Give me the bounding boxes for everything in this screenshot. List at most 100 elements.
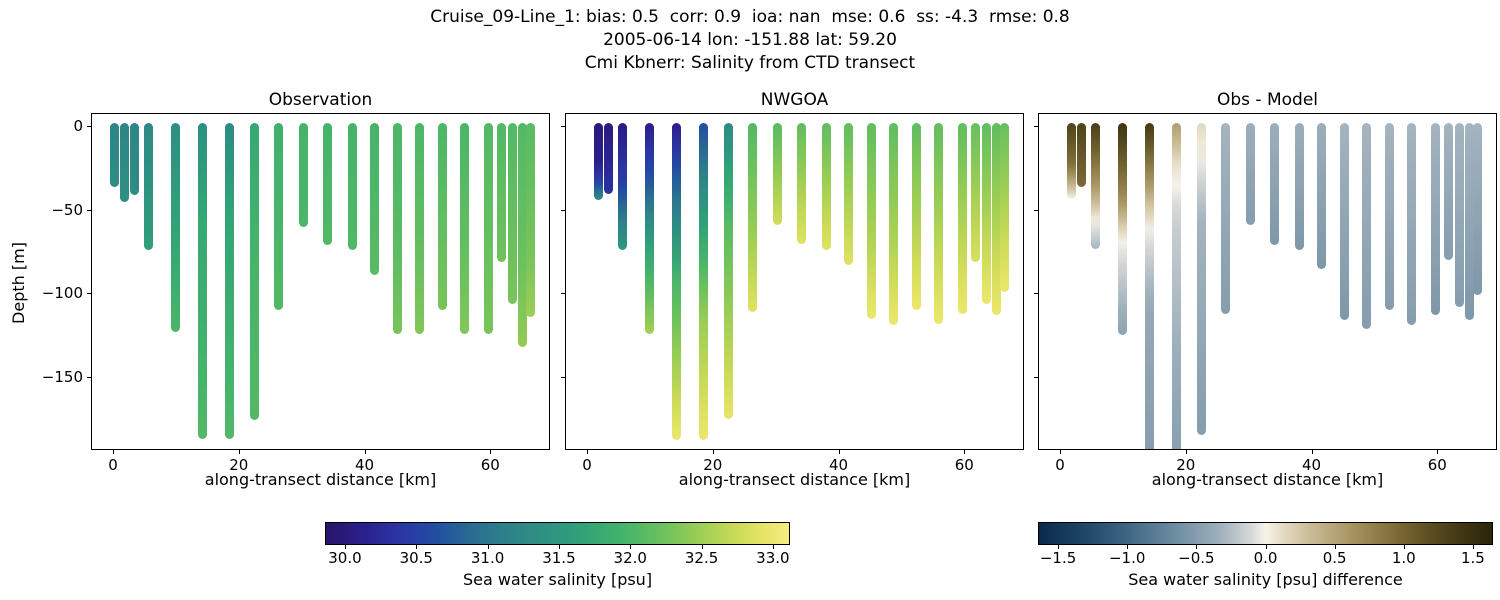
ctd-cast-bar: [1091, 122, 1101, 249]
ctd-cast-bar: [198, 122, 208, 439]
colorbar-tick-label: 31.0: [470, 549, 505, 567]
axes-nwgoa: [565, 113, 1024, 450]
x-tick-label: 0: [582, 456, 592, 474]
ctd-cast-bar: [1464, 122, 1474, 321]
ctd-cast-bar: [347, 122, 357, 251]
ctd-cast-bar: [393, 122, 403, 334]
y-tick-mark: [561, 209, 565, 211]
ctd-cast-bar: [934, 122, 944, 324]
ctd-cast-bar: [970, 122, 980, 262]
ctd-cast-bar: [144, 122, 154, 251]
y-tick-mark: [1034, 209, 1038, 211]
x-tick-mark: [490, 450, 492, 454]
ctd-cast-bar: [747, 122, 757, 313]
ctd-cast-bar: [525, 122, 535, 318]
ctd-cast-bar: [1443, 122, 1453, 261]
x-tick-label: 20: [703, 456, 723, 474]
y-tick-mark: [87, 293, 91, 295]
x-tick-mark: [838, 450, 840, 454]
ctd-cast-bar: [603, 122, 613, 194]
ctd-cast-bar: [911, 122, 921, 311]
ctd-cast-bar: [323, 122, 333, 246]
ctd-cast-bar: [1270, 122, 1280, 246]
ctd-cast-bar: [1431, 122, 1441, 316]
x-tick-label: 60: [954, 456, 974, 474]
y-tick-mark: [561, 293, 565, 295]
ctd-cast-bar: [672, 122, 682, 441]
colorbar-tick-mark: [487, 545, 489, 549]
ctd-cast-bar: [1340, 122, 1350, 321]
ctd-cast-bar: [1076, 122, 1086, 187]
colorbar-difference-label: Sea water salinity [psu] difference: [1128, 570, 1403, 589]
ctd-cast-bar: [1294, 122, 1304, 251]
ctd-cast-bar: [1454, 122, 1464, 308]
ctd-cast-bar: [699, 122, 709, 441]
axes-observation: [91, 113, 550, 450]
colorbar-tick-mark: [1403, 545, 1405, 549]
x-tick-label: 40: [354, 456, 375, 474]
ctd-cast-bar: [460, 122, 470, 334]
colorbar-tick-mark: [1196, 545, 1198, 549]
colorbar-tick-label: −0.5: [1178, 549, 1215, 567]
x-tick-label: 40: [1301, 456, 1322, 474]
colorbar-tick-mark: [558, 545, 560, 549]
suptitle-date-location-line: 2005-06-14 lon: -151.88 lat: 59.20: [603, 30, 897, 50]
colorbar-tick-label: 33.0: [756, 549, 790, 567]
x-tick-mark: [1311, 450, 1313, 454]
ctd-cast-bar: [867, 122, 877, 319]
ctd-cast-bar: [958, 122, 968, 314]
ctd-cast-bar: [889, 122, 899, 326]
colorbar-tick-mark: [1058, 545, 1060, 549]
x-tick-mark: [1185, 450, 1187, 454]
ctd-cast-bar: [119, 122, 129, 202]
x-tick-label: 20: [1176, 456, 1196, 474]
colorbar-tick-mark: [772, 545, 774, 549]
ctd-cast-bar: [225, 122, 235, 439]
x-axis-label-observation: along-transect distance [km]: [204, 470, 437, 489]
colorbar-tick-label: 0.0: [1253, 549, 1278, 567]
x-tick-mark: [1060, 450, 1061, 454]
y-tick-mark: [1034, 376, 1038, 378]
colorbar-tick-label: 32.5: [684, 549, 719, 567]
ctd-cast-bar: [1316, 122, 1326, 269]
colorbar-tick-mark: [1265, 545, 1267, 549]
suptitle-variable-line: Cmi Kbnerr: Salinity from CTD transect: [584, 53, 916, 73]
x-axis-label-obs-minus-model: along-transect distance [km]: [1151, 470, 1384, 489]
x-tick-label: 0: [108, 456, 118, 474]
colorbar-difference: [1038, 522, 1493, 545]
y-tick-label: 0: [73, 117, 83, 136]
colorbar-tick-label: 1.0: [1391, 549, 1416, 567]
x-tick-mark: [964, 450, 966, 454]
colorbar-tick-mark: [416, 545, 418, 549]
ctd-cast-bar: [1245, 122, 1255, 226]
ctd-cast-bar: [981, 122, 991, 304]
x-tick-mark: [712, 450, 714, 454]
y-tick-mark: [87, 126, 91, 128]
colorbar-tick-mark: [1334, 545, 1336, 549]
colorbar-salinity-label: Sea water salinity [psu]: [462, 570, 653, 589]
y-tick-label: −150: [41, 367, 83, 386]
x-tick-mark: [113, 450, 114, 454]
y-tick-mark: [1034, 126, 1038, 128]
y-tick-mark: [87, 376, 91, 378]
ctd-cast-bar: [593, 122, 603, 201]
y-tick-mark: [1034, 293, 1038, 295]
ctd-cast-bar: [1172, 122, 1182, 449]
colorbar-tick-label: 31.5: [542, 549, 576, 567]
ctd-cast-bar: [1145, 122, 1155, 449]
colorbar-tick-label: 0.5: [1322, 549, 1347, 567]
y-axis-label: Depth [m]: [9, 242, 28, 324]
panel-title-obs-minus-model: Obs - Model: [1216, 90, 1318, 110]
x-tick-mark: [238, 450, 240, 454]
ctd-cast-bar: [415, 122, 425, 334]
ctd-cast-bar: [1384, 122, 1394, 311]
colorbar-tick-label: −1.0: [1108, 549, 1146, 567]
ctd-cast-bar: [517, 122, 527, 348]
x-tick-label: 20: [229, 456, 249, 474]
ctd-cast-bar: [369, 122, 379, 276]
ctd-cast-bar: [249, 122, 259, 421]
ctd-cast-bar: [437, 122, 447, 311]
colorbar-salinity: [325, 522, 790, 545]
ctd-cast-bar: [273, 122, 283, 311]
